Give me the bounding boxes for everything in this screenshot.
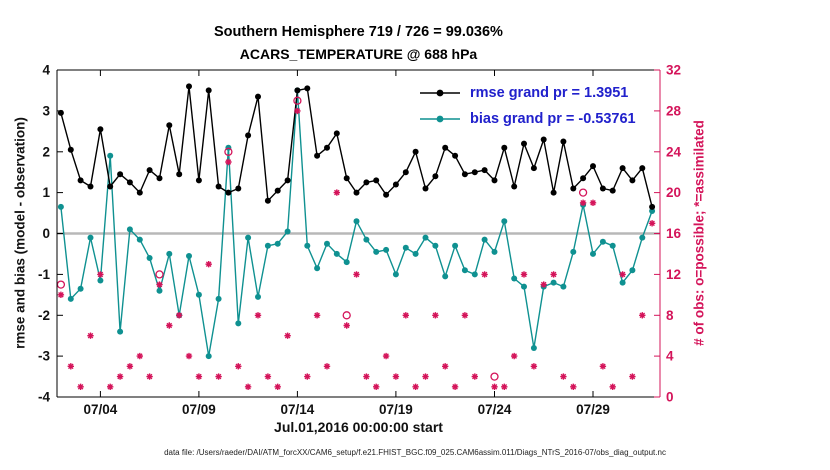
svg-text:07/14: 07/14 <box>281 402 315 417</box>
legend-label: rmse grand pr = 1.3951 <box>470 85 629 101</box>
left-axis-label: rmse and bias (model - observation) <box>12 117 28 349</box>
svg-text:2: 2 <box>42 144 50 159</box>
right-axis-label: # of obs: o=possible; *=assimilated <box>691 120 707 346</box>
legend-item-rmse: rmse grand pr = 1.3951 <box>418 80 636 106</box>
svg-text:12: 12 <box>666 267 681 282</box>
svg-text:-4: -4 <box>38 390 50 405</box>
svg-text:1: 1 <box>42 185 50 200</box>
svg-text:0: 0 <box>666 390 674 405</box>
svg-text:8: 8 <box>666 308 674 323</box>
svg-text:-2: -2 <box>38 308 50 323</box>
svg-text:07/19: 07/19 <box>379 402 413 417</box>
svg-text:4: 4 <box>666 349 674 364</box>
svg-text:07/24: 07/24 <box>478 402 512 417</box>
svg-text:07/04: 07/04 <box>84 402 118 417</box>
svg-text:24: 24 <box>666 144 682 159</box>
svg-text:20: 20 <box>666 185 681 200</box>
svg-text:28: 28 <box>666 104 682 119</box>
x-axis-label: Jul.01,2016 00:00:00 start <box>274 419 443 435</box>
svg-text:4: 4 <box>42 63 50 78</box>
svg-text:-3: -3 <box>38 349 50 364</box>
svg-text:16: 16 <box>666 226 682 241</box>
legend-line-sample <box>420 115 460 123</box>
svg-text:32: 32 <box>666 63 681 78</box>
svg-text:0: 0 <box>42 226 50 241</box>
chart-subtitle: ACARS_TEMPERATURE @ 688 hPa <box>239 46 478 62</box>
chart-title: Southern Hemisphere 719 / 726 = 99.036% <box>214 24 503 40</box>
legend-line-sample <box>420 89 460 97</box>
legend-item-bias: bias grand pr = -0.53761 <box>418 106 636 132</box>
svg-text:-1: -1 <box>38 267 50 282</box>
svg-text:07/29: 07/29 <box>576 402 610 417</box>
svg-text:07/09: 07/09 <box>182 402 216 417</box>
legend-label: bias grand pr = -0.53761 <box>470 111 636 127</box>
data-file-footer: data file: /Users/raeder/DAI/ATM_forcXX/… <box>164 448 666 457</box>
legend: rmse grand pr = 1.3951 bias grand pr = -0… <box>418 80 636 132</box>
svg-text:3: 3 <box>42 104 50 119</box>
